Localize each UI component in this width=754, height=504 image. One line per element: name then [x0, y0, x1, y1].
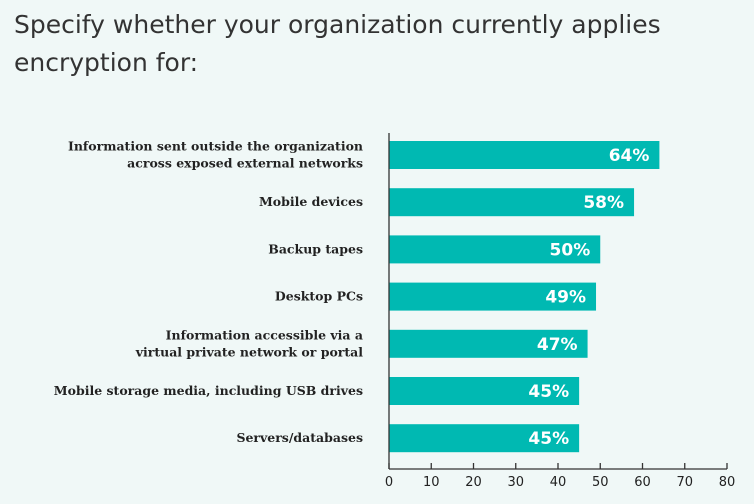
bar: [389, 329, 588, 358]
data-label: 50%: [550, 240, 591, 260]
x-tick-label: 20: [465, 475, 482, 490]
bar: [389, 235, 601, 264]
x-tick-label: 60: [634, 475, 651, 490]
category-label: across exposed external networks: [127, 156, 363, 171]
category-label: Mobile devices: [259, 194, 363, 209]
x-tick-label: 0: [385, 475, 393, 490]
bar: [389, 141, 660, 169]
data-label: 45%: [528, 382, 569, 402]
x-tick-label: 80: [719, 475, 736, 490]
category-label: Mobile storage media, including USB driv…: [54, 383, 363, 398]
data-label: 58%: [583, 193, 624, 213]
data-label: 45%: [528, 429, 569, 449]
x-tick-label: 30: [507, 475, 524, 490]
bar: [389, 377, 580, 405]
category-label: Information sent outside the organizatio…: [68, 139, 363, 154]
category-label: Backup tapes: [268, 241, 363, 256]
category-label: Desktop PCs: [275, 289, 363, 304]
x-tick-label: 70: [676, 475, 693, 490]
data-label: 64%: [609, 146, 650, 166]
chart-title: Specify whether your organization curren…: [14, 10, 661, 77]
data-label: 47%: [537, 335, 578, 355]
category-label: virtual private network or portal: [135, 344, 363, 359]
category-label: Servers/databases: [236, 430, 363, 445]
x-tick-label: 10: [423, 475, 440, 490]
x-tick-label: 40: [550, 475, 567, 490]
x-tick-label: 50: [592, 475, 609, 490]
category-label: Information accessible via a: [166, 327, 363, 342]
bar: [389, 282, 597, 311]
bar: [389, 424, 580, 453]
bar: [389, 188, 635, 217]
data-label: 49%: [545, 288, 586, 308]
